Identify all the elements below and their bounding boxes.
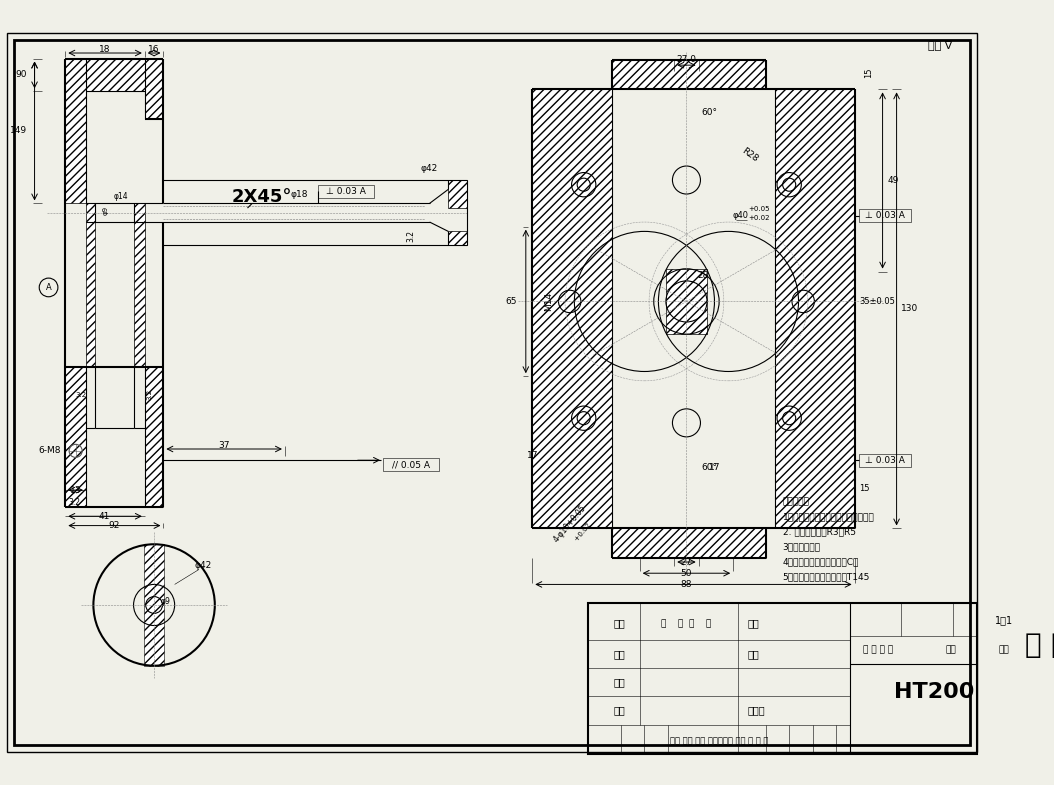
Bar xyxy=(65,367,86,507)
Text: A: A xyxy=(45,283,52,292)
Text: 设计: 设计 xyxy=(613,706,625,715)
Text: 3.2: 3.2 xyxy=(147,389,153,400)
Text: 60°: 60° xyxy=(702,463,718,473)
Text: 标准化: 标准化 xyxy=(747,706,765,715)
Text: 49: 49 xyxy=(887,177,899,185)
Text: ⊥ 0.03 A: ⊥ 0.03 A xyxy=(326,187,366,195)
Text: 65: 65 xyxy=(505,297,516,306)
Text: 149: 149 xyxy=(9,126,27,136)
Text: 41: 41 xyxy=(99,512,111,520)
Text: 标记 处数 分区 更改文件号 签名 年 月 日: 标记 处数 分区 更改文件号 签名 年 月 日 xyxy=(670,737,768,746)
Text: 工艺: 工艺 xyxy=(613,619,625,629)
Text: 共    张  第    张: 共 张 第 张 xyxy=(661,619,711,628)
Text: 1．铸件不应有砂眼，气孔等铸造缺陷: 1．铸件不应有砂眼，气孔等铸造缺陷 xyxy=(783,513,875,521)
Bar xyxy=(134,203,144,367)
Text: 重量: 重量 xyxy=(945,645,956,655)
Bar xyxy=(775,89,855,528)
Text: 37: 37 xyxy=(218,440,230,450)
Text: 13: 13 xyxy=(70,486,81,495)
Text: φ42: φ42 xyxy=(421,164,438,173)
Bar xyxy=(532,89,611,528)
Text: 其余 ∇: 其余 ∇ xyxy=(929,42,953,52)
Text: φ9: φ9 xyxy=(160,597,171,606)
Text: φ14: φ14 xyxy=(114,192,129,201)
Text: 审核: 审核 xyxy=(613,649,625,659)
Text: 15: 15 xyxy=(859,484,870,493)
Text: 17: 17 xyxy=(527,451,539,460)
Text: 4-φ10+0.05: 4-φ10+0.05 xyxy=(551,503,588,544)
Text: HT200: HT200 xyxy=(894,682,974,702)
Text: 50: 50 xyxy=(681,568,692,578)
Text: 2. 未注明圆角为R3～R5: 2. 未注明圆角为R3～R5 xyxy=(783,528,856,536)
Text: 批准: 批准 xyxy=(747,619,759,629)
Text: 5机械加工未注尺寸公差按T145: 5机械加工未注尺寸公差按T145 xyxy=(783,572,870,581)
Bar xyxy=(666,268,707,334)
Bar xyxy=(588,603,977,754)
Bar xyxy=(859,454,911,467)
Text: 2X45°: 2X45° xyxy=(231,188,292,206)
Bar xyxy=(383,458,438,472)
Text: 比例: 比例 xyxy=(998,645,1010,655)
Bar xyxy=(144,367,163,507)
Text: φ18: φ18 xyxy=(290,189,308,199)
Text: R28: R28 xyxy=(740,146,760,163)
Text: φ40: φ40 xyxy=(733,211,748,220)
Text: 130: 130 xyxy=(901,305,918,313)
Text: 28: 28 xyxy=(698,271,709,279)
Text: 阶 段 标 记: 阶 段 标 记 xyxy=(863,645,893,655)
Bar xyxy=(859,209,911,222)
Bar xyxy=(448,180,467,208)
Text: 15: 15 xyxy=(864,68,873,78)
Text: 88: 88 xyxy=(681,580,692,589)
Bar xyxy=(144,59,163,119)
Text: 27: 27 xyxy=(681,557,692,567)
Text: 17: 17 xyxy=(708,463,720,473)
Bar xyxy=(448,232,467,246)
Text: ⊥ 0.03 A: ⊥ 0.03 A xyxy=(865,456,905,465)
Text: 学号: 学号 xyxy=(747,649,759,659)
Text: 4机械加工未注形位公差按C级: 4机械加工未注形位公差按C级 xyxy=(783,557,859,566)
Text: 3.2: 3.2 xyxy=(76,392,86,398)
Text: φ42: φ42 xyxy=(194,561,211,570)
Text: ⊥ 0.03 A: ⊥ 0.03 A xyxy=(865,211,905,220)
Bar xyxy=(86,203,95,367)
Text: 班级: 班级 xyxy=(613,677,625,688)
Text: // 0.05 A: // 0.05 A xyxy=(392,460,430,469)
Text: 3.2: 3.2 xyxy=(69,498,81,507)
Text: +0.02: +0.02 xyxy=(566,522,592,553)
Text: +0.05: +0.05 xyxy=(748,206,770,212)
Bar xyxy=(611,60,766,89)
Text: M14: M14 xyxy=(544,292,552,311)
Text: 18: 18 xyxy=(99,45,111,54)
Text: 16: 16 xyxy=(149,45,160,54)
Text: 1：1: 1：1 xyxy=(995,615,1013,625)
Text: 90: 90 xyxy=(16,71,27,79)
Bar xyxy=(611,528,766,558)
Text: 35±0.05: 35±0.05 xyxy=(859,297,895,306)
Text: 60°: 60° xyxy=(702,108,718,117)
Text: φ9: φ9 xyxy=(102,206,109,215)
Text: 27.0: 27.0 xyxy=(677,55,697,64)
Bar xyxy=(143,544,164,666)
Text: 技术要求：: 技术要求： xyxy=(783,498,809,506)
Bar xyxy=(65,59,86,203)
Text: 3去锐边和尖角: 3去锐边和尖角 xyxy=(783,542,821,551)
Text: +0.02: +0.02 xyxy=(748,215,770,221)
Text: 92: 92 xyxy=(109,521,119,530)
Text: 3.2: 3.2 xyxy=(407,230,415,242)
Bar xyxy=(86,59,144,91)
Bar xyxy=(317,184,373,198)
Text: 6-M8: 6-M8 xyxy=(38,447,61,455)
Text: 泵 体: 泵 体 xyxy=(1024,631,1054,659)
